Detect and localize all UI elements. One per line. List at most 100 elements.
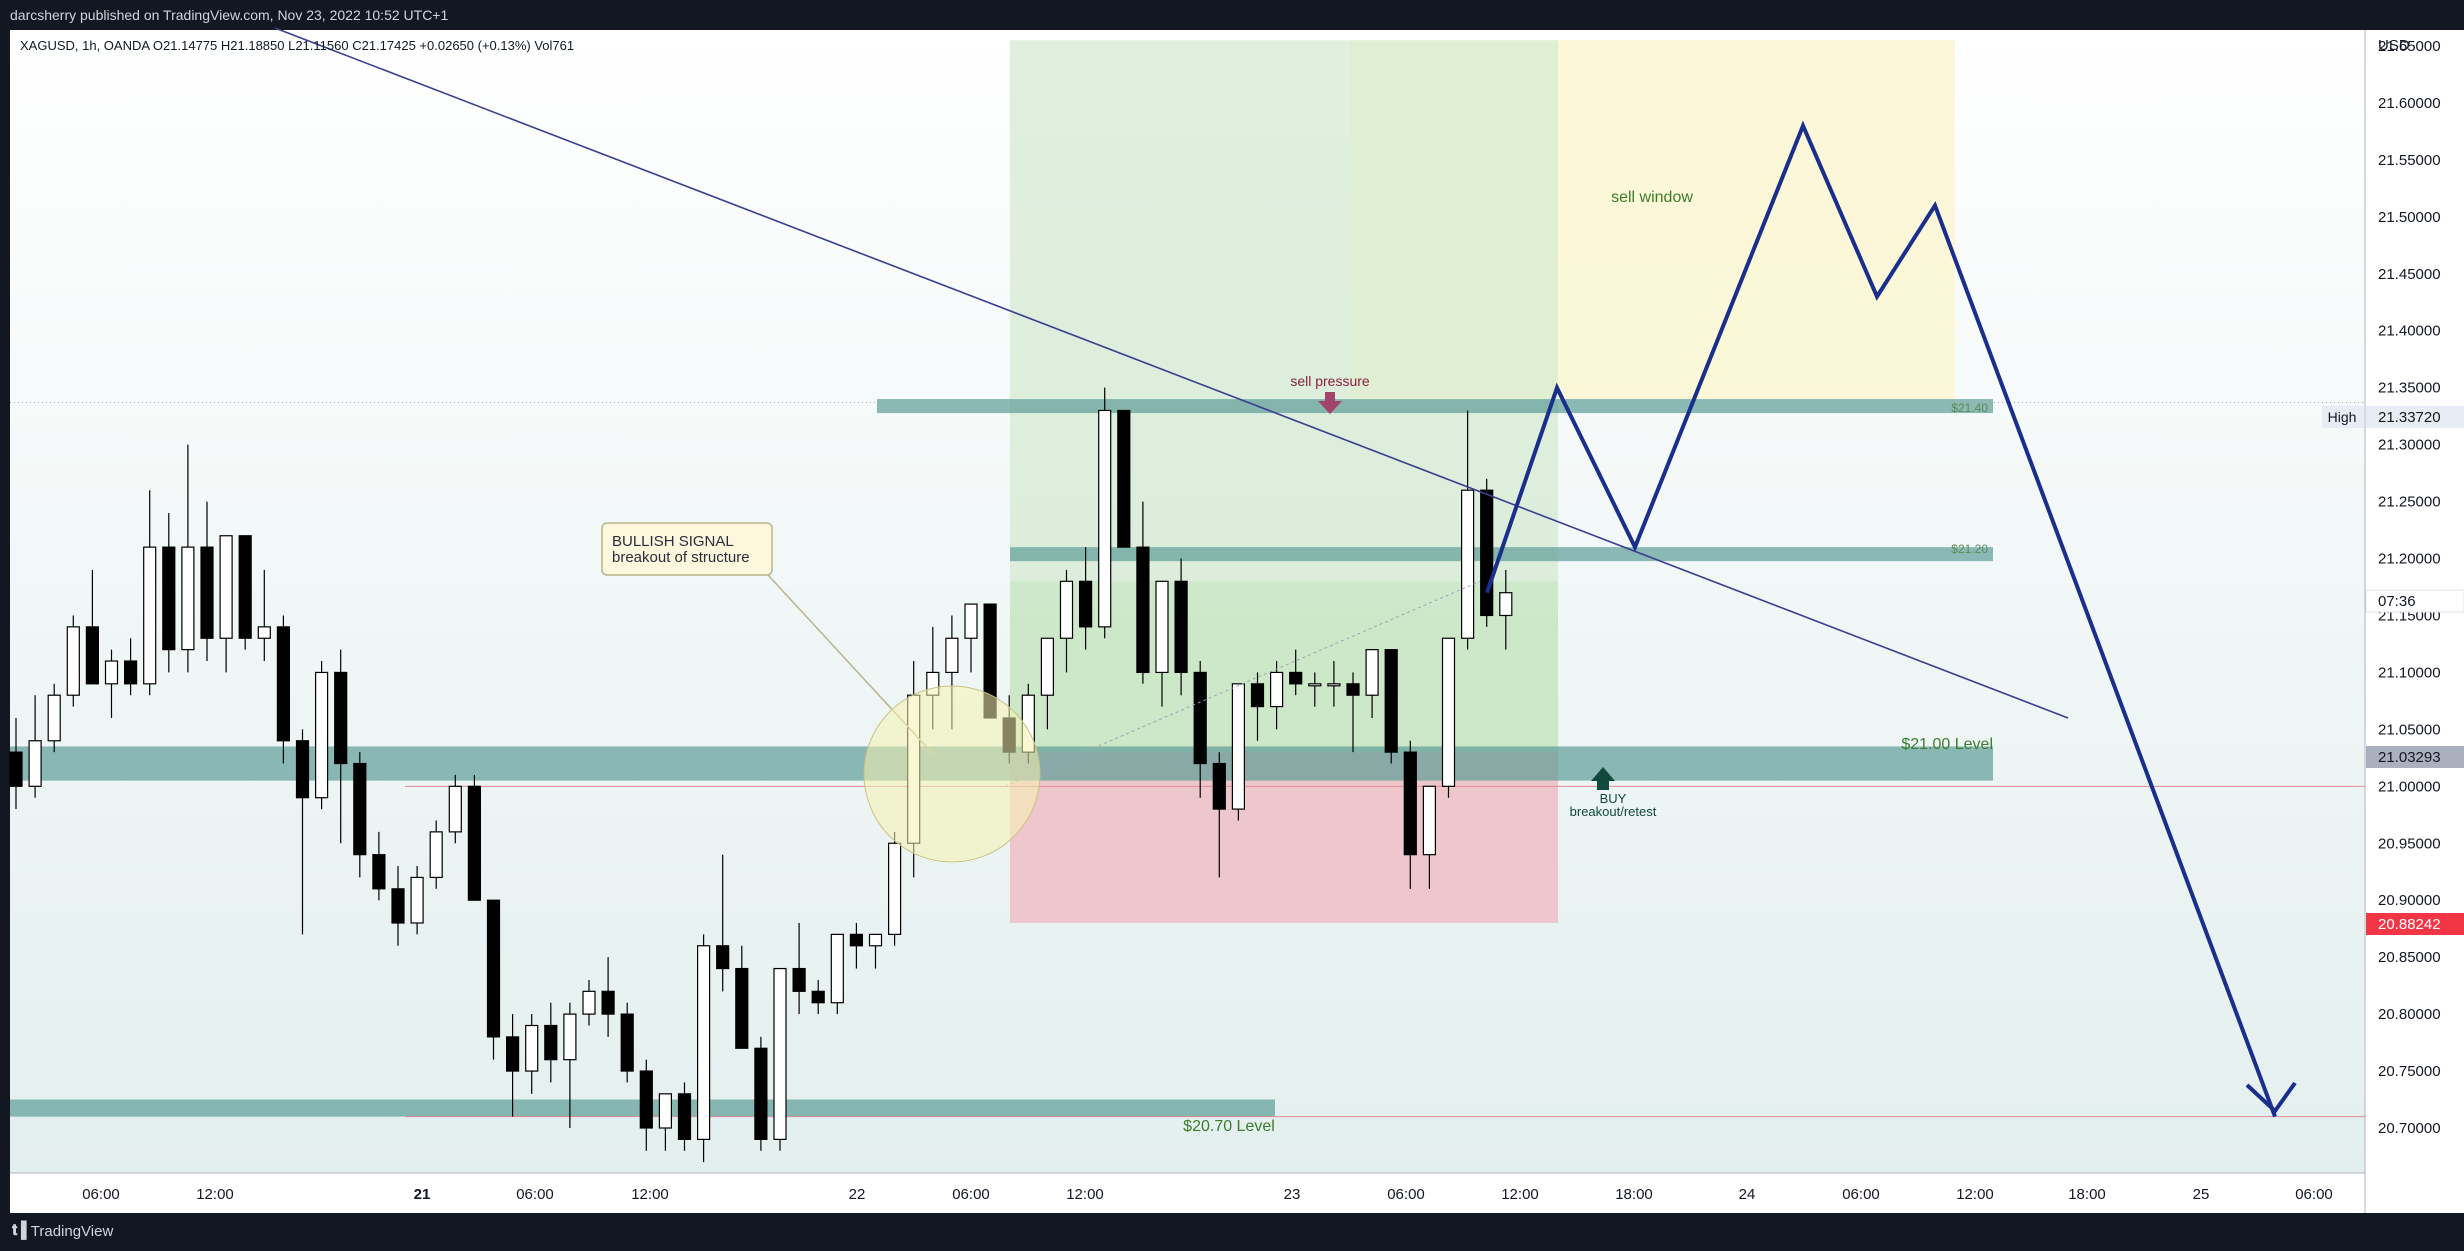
candle-down bbox=[601, 990, 615, 1015]
candle-up bbox=[964, 603, 978, 639]
candle-down bbox=[1346, 683, 1360, 696]
time-tick-label: 06:00 bbox=[952, 1186, 990, 1203]
price-tick-label: 21.05000 bbox=[2378, 721, 2441, 738]
candle-down bbox=[372, 854, 386, 890]
candle-up bbox=[1059, 580, 1074, 639]
time-tick-label: 25 bbox=[2193, 1186, 2210, 1203]
candle-up bbox=[66, 626, 80, 696]
time-tick-label: 21 bbox=[414, 1186, 431, 1203]
price-tick-label: 20.75000 bbox=[2378, 1063, 2441, 1080]
drawings bbox=[274, 27, 2297, 1118]
candle-up bbox=[143, 546, 157, 685]
price-tick-label: 21.35000 bbox=[2378, 380, 2441, 397]
candle-down bbox=[1174, 580, 1188, 674]
candle-up bbox=[1422, 785, 1437, 856]
time-tick-label: 06:00 bbox=[1842, 1186, 1880, 1203]
bullish-signal-callout[interactable]: BULLISH SIGNAL breakout of structure bbox=[601, 522, 936, 757]
candle-up bbox=[582, 990, 596, 1015]
callout-subtitle: breakout of structure bbox=[612, 549, 750, 566]
candle-down bbox=[1480, 489, 1494, 617]
time-tick-label: 12:00 bbox=[1501, 1186, 1539, 1203]
candle-down bbox=[506, 1036, 520, 1072]
candle-up bbox=[1327, 683, 1341, 687]
candle-up bbox=[1308, 683, 1322, 687]
projection-arrowhead bbox=[2245, 1081, 2297, 1115]
candle-up bbox=[1441, 637, 1456, 787]
candle-up bbox=[257, 626, 271, 639]
candle-down bbox=[123, 660, 138, 685]
candle-down bbox=[1193, 671, 1207, 765]
tradingview-logo[interactable]: 𝐭▐ TradingView bbox=[12, 1222, 113, 1240]
candle-up bbox=[219, 535, 233, 639]
candle-down bbox=[677, 1093, 692, 1140]
level-2140-label: $21.40 bbox=[1951, 401, 1988, 415]
dashed-rising-line bbox=[1004, 580, 1481, 787]
price-tick-label: 20.70000 bbox=[2378, 1120, 2441, 1137]
candle-down bbox=[276, 626, 290, 742]
time-tick-label: 24 bbox=[1739, 1186, 1756, 1203]
candle-up bbox=[1460, 489, 1475, 639]
time-tick-label: 06:00 bbox=[516, 1186, 554, 1203]
candle-up bbox=[658, 1093, 673, 1129]
price-tick-label: 21.55000 bbox=[2378, 152, 2441, 169]
candle-up bbox=[696, 945, 711, 1140]
tradingview-brand: TradingView bbox=[30, 1222, 114, 1240]
time-tick-label: 22 bbox=[849, 1186, 866, 1203]
current-price-value: 21.03293 bbox=[2378, 749, 2441, 766]
level-2120-label: $21.20 bbox=[1951, 542, 1988, 556]
current-price-tag: 21.03293 bbox=[2366, 746, 2464, 768]
time-tick-label: 06:00 bbox=[82, 1186, 120, 1203]
time-tick-label: 06:00 bbox=[2295, 1186, 2333, 1203]
time-tick-label: 06:00 bbox=[1387, 1186, 1425, 1203]
candle-up bbox=[448, 785, 462, 833]
descending-trendline bbox=[274, 27, 2069, 719]
candle-down bbox=[162, 546, 176, 651]
candle-down bbox=[1136, 546, 1150, 674]
countdown-tag: 07:36 bbox=[2365, 589, 2464, 613]
price-tick-label: 20.90000 bbox=[2378, 892, 2441, 909]
candle-up bbox=[773, 967, 787, 1140]
candle-up bbox=[1365, 649, 1379, 696]
price-tick-label: 21.20000 bbox=[2378, 551, 2441, 568]
candle-down bbox=[486, 899, 501, 1038]
buy-arrow-icon bbox=[1591, 767, 1615, 790]
projection-path bbox=[1485, 120, 2277, 1118]
candle-down bbox=[9, 751, 23, 787]
price-axis[interactable]: USD 21.65000 21.60000 21.55000 21.50000 21.4… bbox=[2378, 37, 2441, 1137]
price-tick-label: 21.50000 bbox=[2378, 209, 2441, 226]
price-tick-label: 21.00000 bbox=[2378, 778, 2441, 795]
candle-down bbox=[716, 945, 730, 970]
overlap-region bbox=[1350, 40, 1558, 400]
price-tick-label: 20.85000 bbox=[2378, 949, 2441, 966]
candle-down bbox=[1117, 409, 1131, 548]
countdown-value: 07:36 bbox=[2378, 593, 2416, 610]
candle-up bbox=[830, 933, 844, 1004]
candle-up bbox=[525, 1024, 539, 1072]
candle-down bbox=[1384, 649, 1398, 753]
price-tick-label: 20.80000 bbox=[2378, 1006, 2441, 1023]
time-axis[interactable]: 06:00 12:00 21 06:00 12:00 22 06:00 12:00 23 06:0… bbox=[82, 1186, 2333, 1203]
candle-up bbox=[563, 1013, 577, 1061]
candle-down bbox=[849, 933, 864, 947]
candle-up bbox=[410, 876, 424, 924]
candle-down bbox=[1078, 580, 1093, 628]
candle-down bbox=[467, 785, 481, 901]
candle-down bbox=[1250, 683, 1265, 708]
tradingview-logo-icon: 𝐭▐ bbox=[12, 1222, 27, 1239]
candle-up bbox=[868, 933, 883, 947]
candle-down bbox=[238, 535, 252, 639]
zone-band bbox=[877, 399, 1993, 414]
price-tick-label: 21.45000 bbox=[2378, 266, 2441, 283]
time-axis-background bbox=[10, 1173, 2365, 1213]
candle-down bbox=[200, 546, 214, 639]
candle-up bbox=[28, 740, 42, 787]
time-tick-label: 18:00 bbox=[2068, 1186, 2106, 1203]
candle-down bbox=[353, 762, 367, 856]
candle-up bbox=[945, 637, 959, 674]
candle-down bbox=[1403, 751, 1417, 856]
level-2070-label: $20.70 Level bbox=[1183, 1118, 1275, 1135]
sell-window-label: sell window bbox=[1611, 189, 1693, 206]
price-axis-background bbox=[2365, 30, 2464, 1213]
candle-up bbox=[104, 660, 119, 685]
